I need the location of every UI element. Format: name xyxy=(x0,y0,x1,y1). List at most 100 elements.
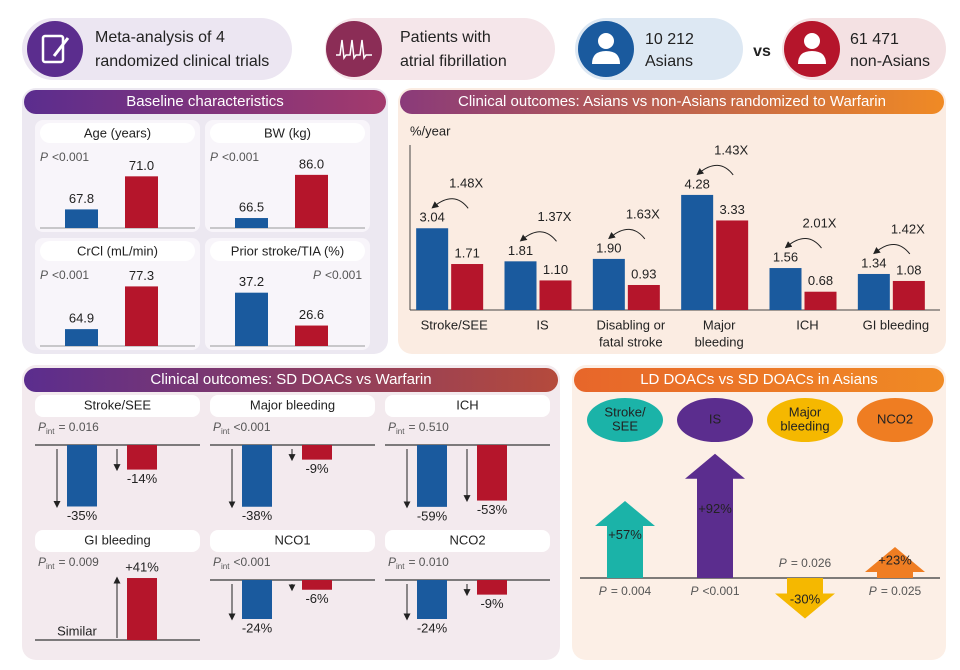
value-label: 1.90 xyxy=(596,240,621,255)
block-arrow xyxy=(685,453,745,578)
value-label: 0.93 xyxy=(631,266,656,281)
ratio-arrow xyxy=(431,198,469,209)
group-count: 10 212 xyxy=(645,31,694,48)
p-symbol: P xyxy=(599,584,607,598)
category-label: Major xyxy=(789,404,822,419)
p-value: Pint = 0.510 xyxy=(388,420,449,436)
x-tick-label: IS xyxy=(536,317,549,332)
p-symbol: P xyxy=(869,584,877,598)
bar xyxy=(125,176,158,228)
bar xyxy=(302,445,332,460)
value-label: -24% xyxy=(417,620,448,635)
value-label: 64.9 xyxy=(69,311,94,326)
p-symbol: P xyxy=(213,420,221,434)
p-text: = 0.009 xyxy=(58,555,99,569)
category-label: SEE xyxy=(612,418,638,433)
p-text: <0.001 xyxy=(52,150,89,164)
subpanel-title: BW (kg) xyxy=(264,125,311,140)
p-value: Pint = 0.009 xyxy=(38,555,99,571)
group-count: 61 471 xyxy=(850,31,899,48)
bar xyxy=(127,578,157,640)
p-symbol: P xyxy=(40,150,48,164)
p-value: Pint <0.001 xyxy=(213,555,271,571)
value-label: -9% xyxy=(305,461,329,476)
group-label: non-Asians xyxy=(850,53,930,70)
value-label: 86.0 xyxy=(299,156,324,171)
category-label: Stroke/ xyxy=(604,404,646,419)
value-label: 1.71 xyxy=(455,245,480,260)
ratio-arrow xyxy=(608,228,646,240)
p-value: P <0.001 xyxy=(210,150,259,164)
bar xyxy=(235,218,268,228)
value-label: 1.81 xyxy=(508,243,533,258)
header-text: randomized clinical trials xyxy=(95,53,269,70)
p-text: = 0.026 xyxy=(791,556,832,570)
subpanel-title-bg xyxy=(385,395,550,417)
ratio-arrow xyxy=(873,243,911,255)
p-text: = 0.016 xyxy=(58,420,99,434)
value-label: 3.33 xyxy=(720,202,745,217)
p-value: P <0.001 xyxy=(690,584,739,598)
icon-person xyxy=(598,33,614,49)
block-arrow xyxy=(595,501,655,578)
category-pill xyxy=(677,398,753,442)
bar xyxy=(242,580,272,619)
bar xyxy=(451,264,484,310)
p-text: = 0.025 xyxy=(881,584,922,598)
bar xyxy=(716,220,749,310)
category-label: IS xyxy=(709,411,722,426)
y-axis-label: %/year xyxy=(410,123,451,138)
subpanel-title-bg xyxy=(210,530,375,552)
value-label: 37.2 xyxy=(239,274,264,289)
panel-title-bar xyxy=(24,368,558,392)
p-subscript: int xyxy=(396,427,405,436)
value-label: -9% xyxy=(480,596,504,611)
category-pill xyxy=(587,398,663,442)
category-pill xyxy=(857,398,933,442)
bar xyxy=(295,174,328,228)
value-label: +23% xyxy=(878,552,912,567)
panel-title: LD DOACs vs SD DOACs in Asians xyxy=(640,371,878,388)
value-label: 67.8 xyxy=(69,191,94,206)
icon xyxy=(326,21,382,77)
p-value: P <0.001 xyxy=(40,268,89,282)
value-label: 3.04 xyxy=(420,210,445,225)
ratio-label: 1.42X xyxy=(891,221,925,236)
p-value: Pint <0.001 xyxy=(213,420,271,436)
subpanel-title-bg xyxy=(35,530,200,552)
subpanel-title-bg xyxy=(210,395,375,417)
bar xyxy=(769,268,802,310)
panel-title-bar xyxy=(574,368,944,392)
p-symbol: P xyxy=(388,420,396,434)
value-label: -24% xyxy=(242,620,273,635)
bar xyxy=(125,286,158,346)
value-label: 4.28 xyxy=(685,176,710,191)
p-value: Pint = 0.016 xyxy=(38,420,99,436)
p-symbol: P xyxy=(388,555,396,569)
subpanel xyxy=(35,238,200,350)
p-symbol: P xyxy=(38,555,46,569)
value-label: 71.0 xyxy=(129,158,154,173)
category-pill xyxy=(767,398,843,442)
group-label: Asians xyxy=(645,53,693,70)
p-symbol: P xyxy=(313,268,321,282)
category-label: NCO2 xyxy=(877,411,913,426)
p-value: P <0.001 xyxy=(313,268,362,282)
x-tick-label: Major xyxy=(703,317,736,332)
value-label: -6% xyxy=(305,591,329,606)
header-pill xyxy=(325,18,555,80)
value-label: 1.56 xyxy=(773,249,798,264)
header-text: Patients with xyxy=(400,29,491,46)
p-text: <0.001 xyxy=(702,584,739,598)
subpanel xyxy=(205,120,370,232)
bar xyxy=(504,261,537,310)
p-symbol: P xyxy=(779,556,787,570)
p-text: = 0.510 xyxy=(408,420,449,434)
bar xyxy=(857,273,890,310)
p-symbol: P xyxy=(38,420,46,434)
icon-person xyxy=(592,51,620,64)
bar xyxy=(417,445,447,507)
p-text: = 0.010 xyxy=(408,555,449,569)
icon-person xyxy=(798,51,826,64)
